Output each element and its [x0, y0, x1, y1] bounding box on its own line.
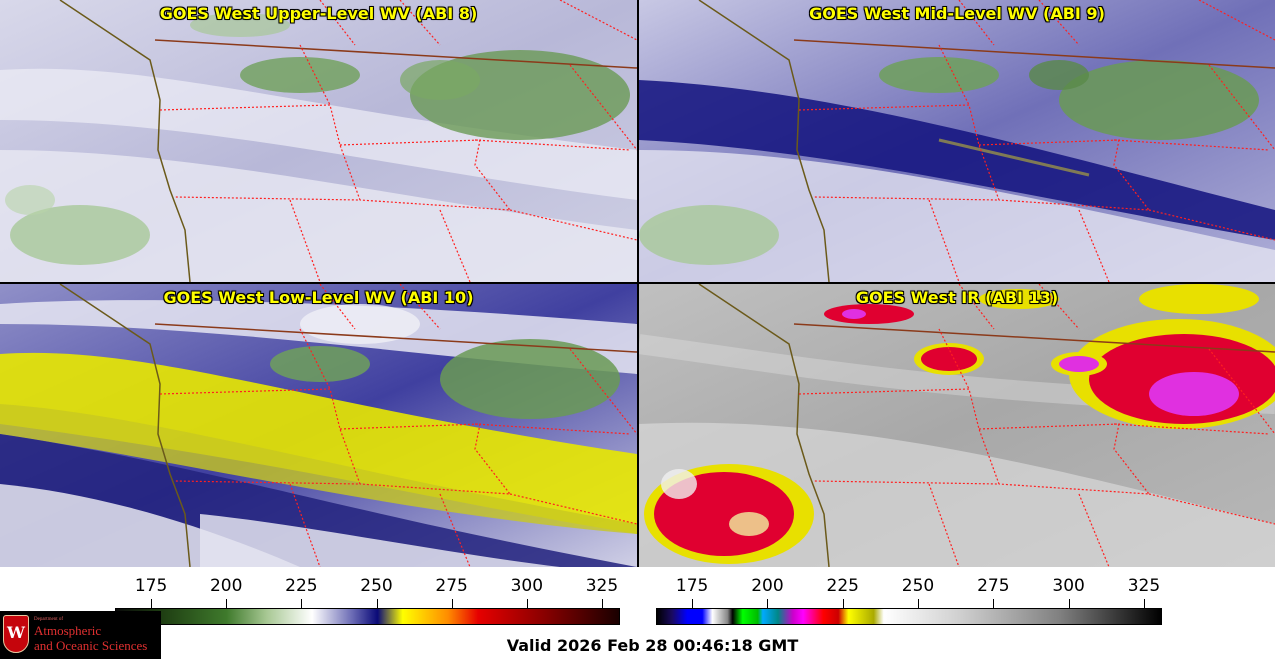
wv-tick-mark — [451, 599, 453, 608]
ir-colorbar-ticks: 175 200 225 250 275 300 325 — [656, 574, 1162, 608]
ir-tick-label-225: 225 — [826, 576, 859, 596]
wv-tick-label-300: 300 — [510, 576, 544, 596]
logo-line2: and Oceanic Sciences — [34, 638, 148, 653]
wv-tick-label-175: 175 — [134, 576, 168, 596]
wv-tick-mark — [601, 599, 603, 608]
logo-line1: Atmospheric — [34, 623, 102, 638]
wv-tick-mark — [301, 599, 303, 608]
ir-colorbar-gradient — [656, 608, 1162, 625]
panel-divider-horizontal — [0, 282, 1275, 284]
uw-crest-icon: W — [3, 615, 29, 653]
wv-colorbar-gradient — [115, 608, 620, 625]
ir-tick-mark — [1068, 599, 1070, 608]
upper-level-wv-title: GOES West Upper-Level WV (ABI 8) — [159, 4, 478, 23]
low-level-wv-panel: GOES West Low-Level WV (ABI 10) — [0, 284, 637, 567]
wv-tick-mark — [151, 599, 153, 608]
wv-colorbar-ticks: 175 200 225 250 275 300 325 — [115, 574, 620, 608]
ir-tick-label-325: 325 — [1127, 576, 1161, 596]
wv-tick-label-275: 275 — [435, 576, 468, 596]
wv-tick-mark — [376, 599, 378, 608]
wv-tick-label-250: 250 — [360, 576, 393, 596]
ir-tick-mark — [1143, 599, 1145, 608]
low-level-wv-title: GOES West Low-Level WV (ABI 10) — [163, 288, 474, 307]
ir-tick-mark — [842, 599, 844, 608]
ir-tick-label-200: 200 — [751, 576, 784, 596]
ir-image — [639, 284, 1275, 567]
logo-dept-text: Department of — [34, 617, 64, 622]
ir-tick-mark — [918, 599, 920, 608]
ir-tick-label-250: 250 — [901, 576, 935, 596]
ir-panel: GOES West IR (ABI 13) — [639, 284, 1275, 567]
ir-tick-mark — [993, 599, 995, 608]
wv-tick-label-325: 325 — [585, 576, 619, 596]
wv-tick-label-225: 225 — [285, 576, 318, 596]
wv-colorbar: 175 200 225 250 275 300 325 — [115, 574, 620, 626]
ir-tick-label-275: 275 — [977, 576, 1010, 596]
ir-colorbar: 175 200 225 250 275 300 325 — [656, 574, 1162, 626]
mid-level-wv-panel: GOES West Mid-Level WV (ABI 9) — [639, 0, 1275, 282]
ir-tick-label-300: 300 — [1052, 576, 1085, 596]
upper-level-wv-image — [0, 0, 637, 282]
aos-logo: W Department of Atmospheric and Oceanic … — [0, 611, 161, 659]
ir-tick-mark — [692, 599, 694, 608]
ir-tick-label-175: 175 — [675, 576, 709, 596]
low-level-wv-image — [0, 284, 637, 567]
valid-time-label: Valid 2026 Feb 28 00:46:18 GMT — [506, 636, 799, 655]
wv-tick-mark — [526, 599, 528, 608]
mid-level-wv-image — [639, 0, 1275, 282]
upper-level-wv-panel: GOES West Upper-Level WV (ABI 8) — [0, 0, 637, 282]
mid-level-wv-title: GOES West Mid-Level WV (ABI 9) — [809, 4, 1105, 23]
wv-tick-label-200: 200 — [209, 576, 243, 596]
ir-tick-mark — [767, 599, 769, 608]
ir-title: GOES West IR (ABI 13) — [855, 288, 1059, 307]
wv-tick-mark — [226, 599, 228, 608]
